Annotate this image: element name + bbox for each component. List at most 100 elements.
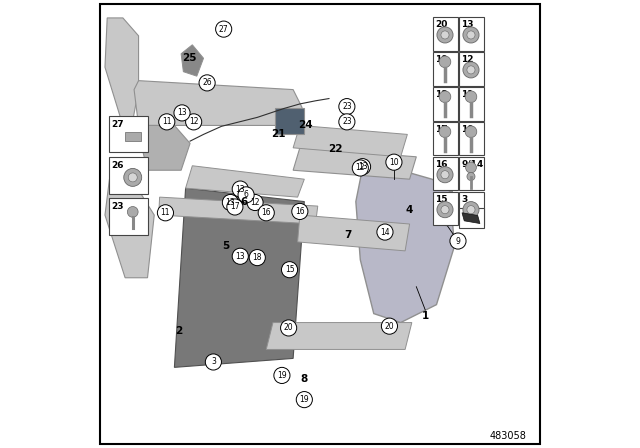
- Circle shape: [128, 173, 137, 182]
- Polygon shape: [181, 45, 204, 76]
- Polygon shape: [105, 179, 154, 278]
- Polygon shape: [293, 125, 407, 157]
- Polygon shape: [293, 148, 416, 179]
- Polygon shape: [125, 132, 141, 141]
- Circle shape: [280, 320, 297, 336]
- Text: 12: 12: [250, 198, 260, 207]
- Text: 11: 11: [162, 117, 172, 126]
- Text: 13: 13: [177, 108, 187, 117]
- Text: 10: 10: [461, 125, 474, 134]
- FancyBboxPatch shape: [459, 208, 484, 228]
- Text: 26: 26: [202, 78, 212, 87]
- Text: 12: 12: [461, 55, 474, 64]
- FancyBboxPatch shape: [433, 52, 458, 86]
- Text: 14: 14: [380, 228, 390, 237]
- Circle shape: [232, 248, 248, 264]
- Circle shape: [174, 105, 190, 121]
- Text: 13: 13: [225, 198, 236, 207]
- Text: 13: 13: [461, 20, 474, 29]
- Circle shape: [463, 62, 479, 78]
- Circle shape: [463, 202, 479, 218]
- Text: 25: 25: [182, 53, 196, 63]
- Circle shape: [247, 194, 263, 211]
- Text: 11: 11: [461, 90, 474, 99]
- Text: 27: 27: [219, 25, 228, 34]
- Circle shape: [232, 181, 248, 197]
- Polygon shape: [356, 157, 454, 323]
- Text: 24: 24: [298, 120, 313, 129]
- Text: 10: 10: [389, 158, 399, 167]
- Text: 20: 20: [284, 323, 294, 332]
- Circle shape: [258, 205, 275, 221]
- Text: 23: 23: [342, 117, 352, 126]
- Circle shape: [441, 31, 449, 39]
- Text: 483058: 483058: [489, 431, 526, 441]
- Circle shape: [467, 206, 475, 214]
- Circle shape: [292, 203, 308, 220]
- Text: 17: 17: [435, 125, 448, 134]
- FancyBboxPatch shape: [459, 122, 484, 155]
- Text: 22: 22: [328, 144, 343, 154]
- Circle shape: [465, 126, 477, 138]
- Circle shape: [339, 99, 355, 115]
- FancyBboxPatch shape: [433, 122, 458, 155]
- Text: 6: 6: [244, 190, 248, 199]
- Text: 2: 2: [175, 326, 182, 336]
- Polygon shape: [186, 166, 305, 197]
- Text: 9: 9: [456, 237, 460, 246]
- Text: 8: 8: [301, 374, 308, 383]
- Circle shape: [439, 126, 451, 138]
- Text: 17: 17: [230, 202, 240, 211]
- Text: 16: 16: [435, 160, 447, 169]
- FancyBboxPatch shape: [459, 52, 484, 86]
- Text: 21: 21: [271, 129, 286, 138]
- Circle shape: [467, 66, 475, 74]
- Circle shape: [381, 318, 397, 334]
- Circle shape: [441, 206, 449, 214]
- Circle shape: [186, 114, 202, 130]
- Circle shape: [205, 354, 221, 370]
- FancyBboxPatch shape: [433, 17, 458, 51]
- Circle shape: [352, 160, 369, 176]
- Circle shape: [439, 56, 451, 68]
- FancyBboxPatch shape: [433, 87, 458, 121]
- Polygon shape: [134, 81, 302, 125]
- Text: 12: 12: [356, 164, 365, 172]
- Circle shape: [437, 27, 453, 43]
- Circle shape: [439, 91, 451, 103]
- Text: 12: 12: [189, 117, 198, 126]
- Text: 13: 13: [236, 185, 245, 194]
- Circle shape: [296, 392, 312, 408]
- Text: 23: 23: [342, 102, 352, 111]
- Text: 20: 20: [385, 322, 394, 331]
- Text: 13: 13: [236, 252, 245, 261]
- Circle shape: [249, 250, 266, 266]
- Circle shape: [216, 21, 232, 37]
- Circle shape: [437, 167, 453, 183]
- Polygon shape: [298, 215, 410, 251]
- Circle shape: [124, 168, 141, 186]
- Text: 11: 11: [161, 208, 170, 217]
- FancyBboxPatch shape: [433, 157, 458, 190]
- Text: 27: 27: [111, 120, 124, 129]
- Text: 9/14: 9/14: [461, 160, 483, 169]
- Text: 3: 3: [461, 195, 467, 204]
- Text: 4: 4: [405, 205, 412, 215]
- Circle shape: [199, 75, 215, 91]
- Polygon shape: [138, 125, 190, 170]
- FancyBboxPatch shape: [459, 157, 484, 190]
- FancyBboxPatch shape: [433, 192, 458, 225]
- Text: 18: 18: [435, 90, 447, 99]
- Text: 16: 16: [261, 208, 271, 217]
- Circle shape: [450, 233, 466, 249]
- Circle shape: [282, 262, 298, 278]
- Circle shape: [355, 159, 371, 175]
- Circle shape: [222, 194, 239, 211]
- FancyBboxPatch shape: [109, 157, 148, 194]
- Circle shape: [466, 162, 476, 173]
- FancyBboxPatch shape: [109, 116, 148, 152]
- Circle shape: [467, 31, 475, 39]
- FancyBboxPatch shape: [459, 192, 484, 225]
- Text: 15: 15: [435, 195, 447, 204]
- Circle shape: [467, 172, 475, 181]
